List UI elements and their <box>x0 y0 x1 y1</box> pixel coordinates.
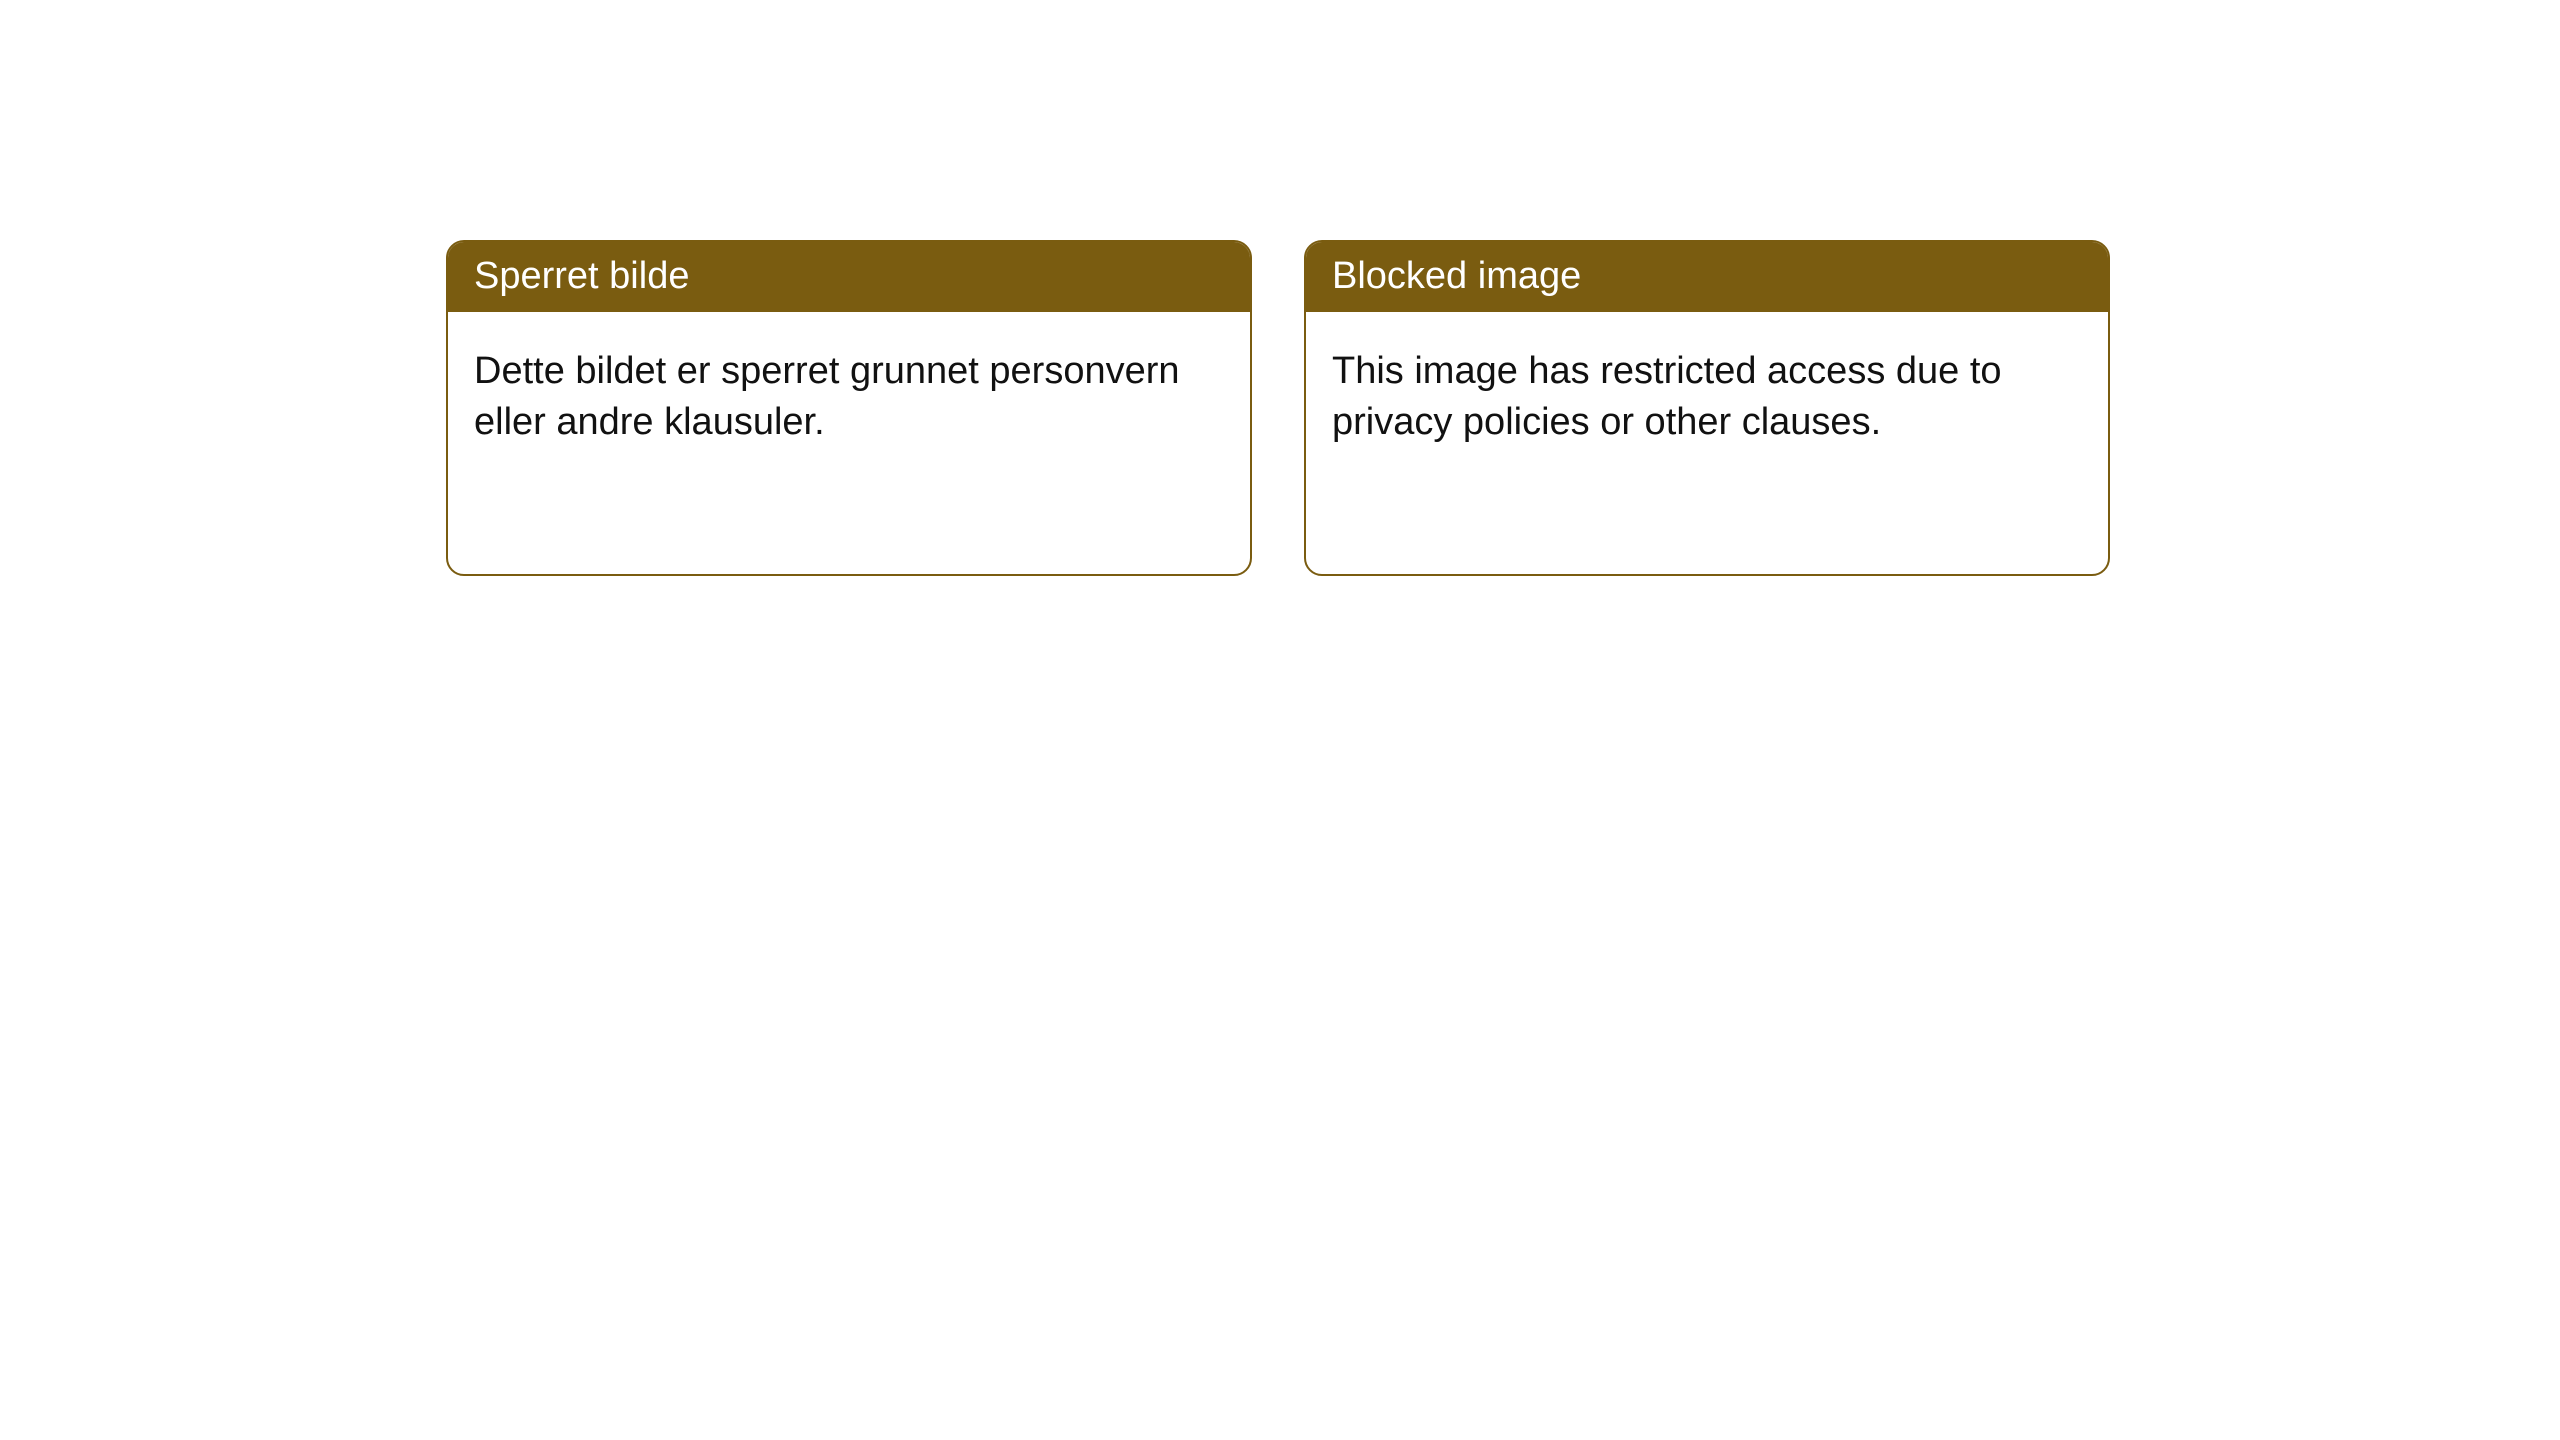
notice-header-en: Blocked image <box>1306 242 2108 312</box>
notice-box-en: Blocked image This image has restricted … <box>1304 240 2110 576</box>
notice-container: Sperret bilde Dette bildet er sperret gr… <box>0 0 2560 576</box>
notice-header-no: Sperret bilde <box>448 242 1250 312</box>
notice-body-en: This image has restricted access due to … <box>1306 312 2108 483</box>
notice-body-no: Dette bildet er sperret grunnet personve… <box>448 312 1250 483</box>
notice-box-no: Sperret bilde Dette bildet er sperret gr… <box>446 240 1252 576</box>
